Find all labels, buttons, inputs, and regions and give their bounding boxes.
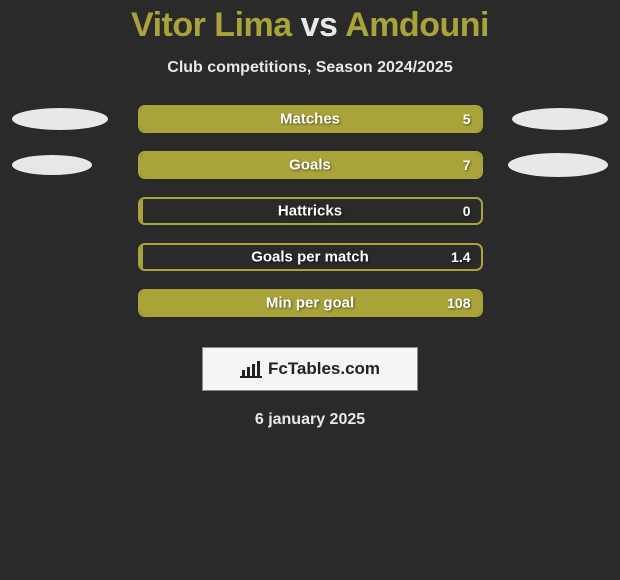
stat-row-goals: Goals 7 bbox=[0, 151, 620, 179]
vs-text: vs bbox=[301, 6, 338, 44]
stat-value: 5 bbox=[463, 111, 471, 127]
date: 6 january 2025 bbox=[0, 411, 620, 429]
left-ellipse-goals bbox=[12, 155, 92, 175]
right-ellipse-matches bbox=[512, 108, 608, 130]
left-ellipse-matches bbox=[12, 108, 108, 130]
right-ellipse-goals bbox=[508, 153, 608, 177]
stat-row-min-per-goal: Min per goal 108 bbox=[0, 289, 620, 317]
stat-bar-min-per-goal: Min per goal 108 bbox=[138, 289, 483, 317]
stat-value: 108 bbox=[447, 295, 470, 311]
stat-value: 1.4 bbox=[451, 249, 470, 265]
logo-text: FcTables.com bbox=[268, 359, 380, 379]
stat-label: Matches bbox=[140, 111, 481, 128]
stat-label: Goals bbox=[140, 157, 481, 174]
stat-label: Hattricks bbox=[140, 203, 481, 220]
stat-value: 7 bbox=[463, 157, 471, 173]
subtitle: Club competitions, Season 2024/2025 bbox=[0, 59, 620, 77]
stat-bar-matches: Matches 5 bbox=[138, 105, 483, 133]
stat-row-hattricks: Hattricks 0 bbox=[0, 197, 620, 225]
stat-value: 0 bbox=[463, 203, 471, 219]
stat-bar-goals-per-match: Goals per match 1.4 bbox=[138, 243, 483, 271]
stat-label: Goals per match bbox=[140, 249, 481, 266]
player1-name: Vitor Lima bbox=[131, 6, 292, 44]
stat-bar-goals: Goals 7 bbox=[138, 151, 483, 179]
comparison-chart: Matches 5 Goals 7 Hattricks bbox=[0, 105, 620, 317]
bar-chart-icon bbox=[240, 360, 262, 378]
stat-bar-hattricks: Hattricks 0 bbox=[138, 197, 483, 225]
stat-row-matches: Matches 5 bbox=[0, 105, 620, 133]
logo-box: FcTables.com bbox=[202, 347, 418, 391]
player2-name: Amdouni bbox=[345, 6, 489, 44]
stat-row-goals-per-match: Goals per match 1.4 bbox=[0, 243, 620, 271]
stat-label: Min per goal bbox=[140, 295, 481, 312]
page-title: Vitor Lima vs Amdouni bbox=[0, 0, 620, 45]
